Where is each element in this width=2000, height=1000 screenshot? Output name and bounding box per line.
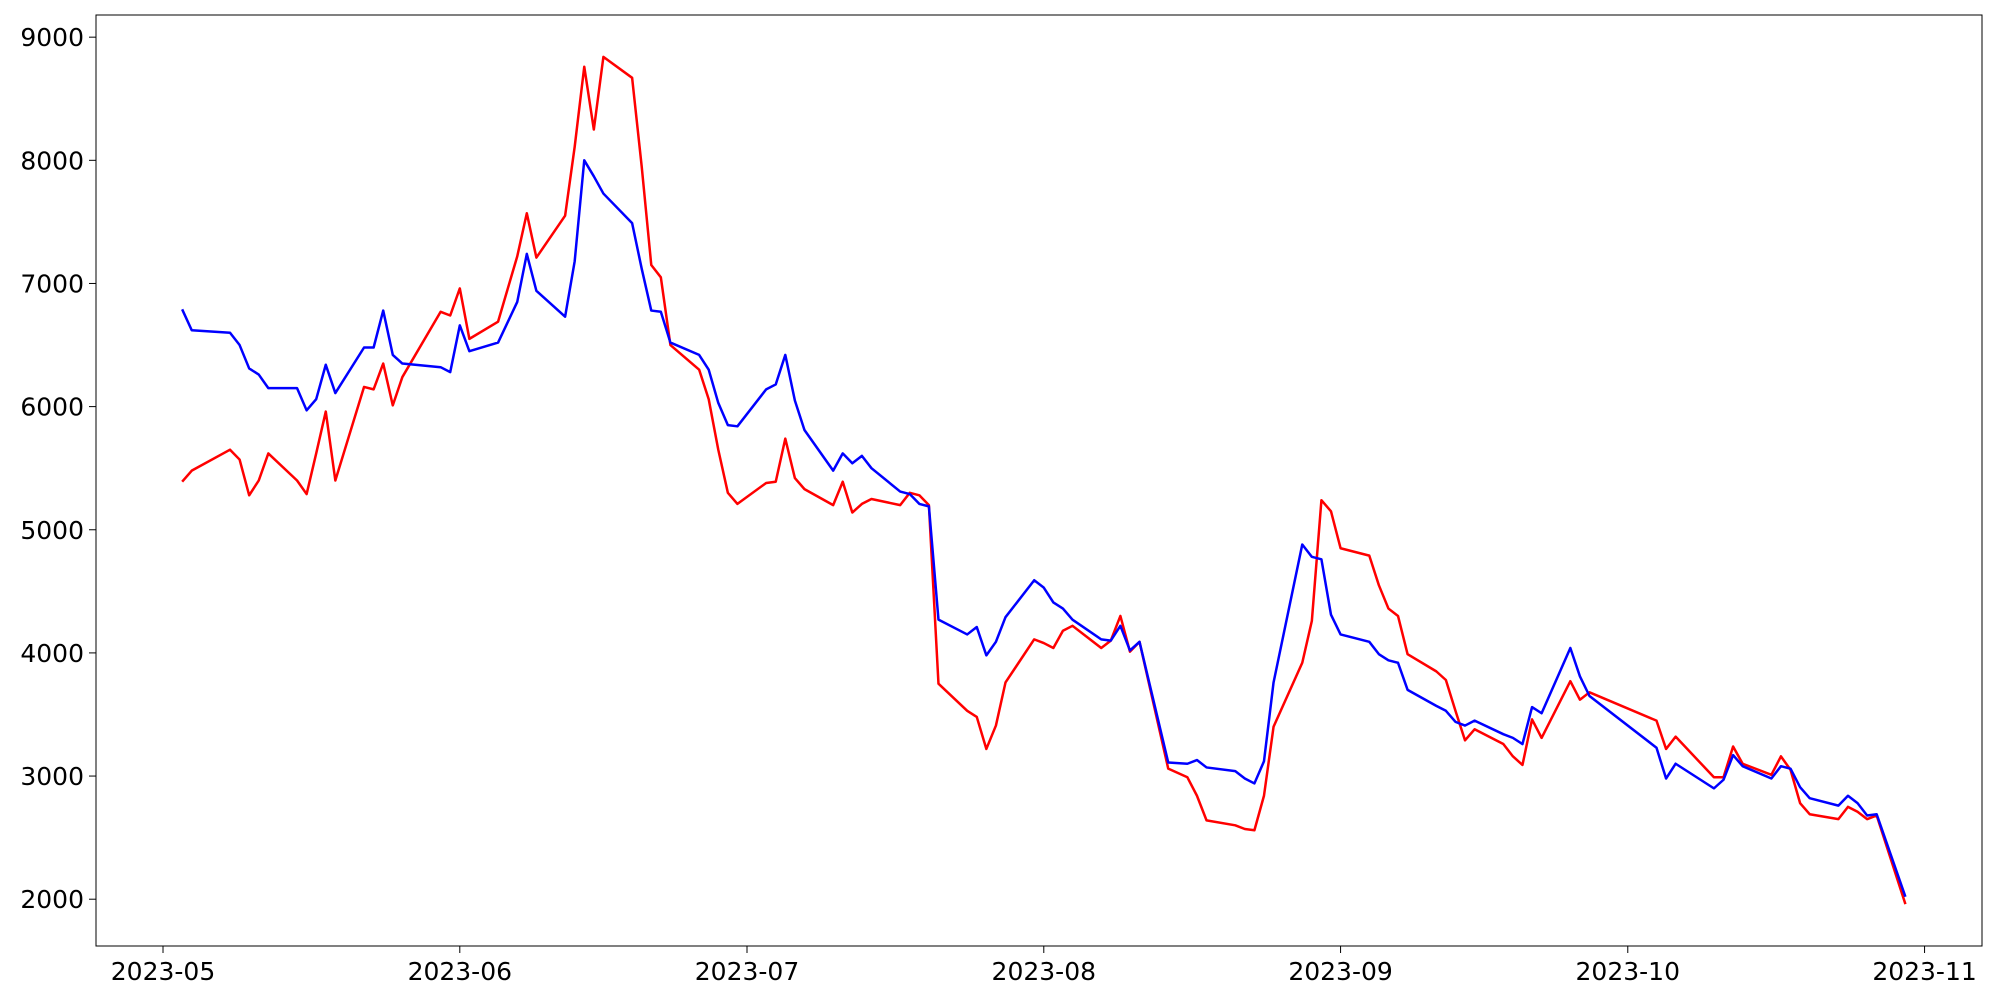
x-tick-label: 2023-07 xyxy=(695,957,799,986)
x-tick-label: 2023-06 xyxy=(408,957,512,986)
y-tick-label: 7000 xyxy=(20,269,84,298)
x-tick-label: 2023-10 xyxy=(1576,957,1680,986)
x-tick-label: 2023-08 xyxy=(992,957,1096,986)
y-tick-label: 2000 xyxy=(20,885,84,914)
x-tick-label: 2023-11 xyxy=(1872,957,1976,986)
y-tick-label: 4000 xyxy=(20,639,84,668)
y-tick-label: 5000 xyxy=(20,516,84,545)
series-line xyxy=(181,55,1907,905)
x-tick-label: 2023-05 xyxy=(111,957,215,986)
y-tick-label: 8000 xyxy=(20,146,84,175)
y-tick-label: 9000 xyxy=(20,23,84,52)
y-tick-label: 6000 xyxy=(20,393,84,422)
series-line xyxy=(181,159,1907,898)
y-tick-label: 3000 xyxy=(20,762,84,791)
plot-frame xyxy=(95,14,1983,947)
x-tick-label: 2023-09 xyxy=(1288,957,1392,986)
